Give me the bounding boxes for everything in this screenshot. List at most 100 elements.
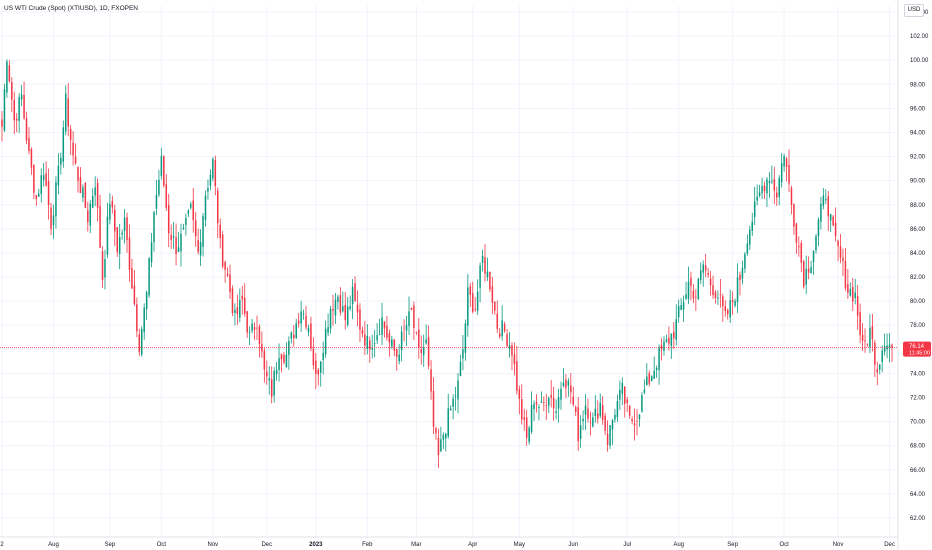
candle-body [89,203,92,226]
candle-body [150,242,153,263]
candle-body [587,408,589,419]
price-tick-label: 74.00 [910,371,926,377]
candle-body [214,159,217,187]
candle-body [197,240,199,252]
candle-body [165,184,168,208]
time-tick-label: 2 [0,542,4,548]
candle-body [535,402,538,405]
price-tick-label: 94.00 [910,130,926,136]
candle-body [1,119,3,127]
candle-body [641,395,643,412]
candle-body [675,319,678,340]
candle-body [55,182,57,217]
candle-body [547,397,550,406]
candle-body [471,293,474,312]
candle-body [79,177,82,194]
candle-body [91,195,94,208]
candle-body [807,268,810,273]
candle-body [614,414,616,420]
candle-body [844,260,847,289]
candle-body [356,304,359,313]
candle-body [207,188,209,192]
candle-body [780,163,783,183]
candle-body [636,420,638,422]
candle-body [391,339,393,347]
candle-body [364,334,366,346]
candle-body [523,417,525,420]
price-tick-label: 88.00 [910,203,926,209]
candle-body [445,433,447,439]
candle-body [719,294,722,296]
candle-body [155,194,158,209]
candle-body [878,364,881,370]
candle-body [815,236,817,251]
candle-body [25,118,28,141]
candle-body [633,423,636,426]
candle-body [33,165,35,193]
candle-body [20,94,23,100]
candle-body [761,185,763,194]
candle-body [717,297,719,299]
candle-body [138,334,141,353]
candle-body [192,200,194,221]
candle-body [758,192,761,196]
candle-body [307,328,310,333]
candle-body [329,309,332,329]
candle-body [204,195,207,220]
candles [1,59,893,468]
candle-body [489,271,491,290]
candle-body [131,268,133,289]
price-tick-label: 68.00 [910,444,926,450]
candle-body [623,386,626,404]
candle-body [226,273,229,276]
candle-body [837,240,839,247]
price-tick-label: 84.00 [910,251,926,257]
candle-body [707,273,709,275]
candle-body [454,395,457,397]
candle-body [111,200,114,208]
candle-body [430,369,432,392]
candle-body [273,371,275,396]
candle-body [491,286,494,303]
candle-body [616,401,619,418]
candle-body [859,312,861,336]
candle-body [704,265,707,271]
candle-body [778,178,780,197]
candle-body [793,204,795,227]
candle-body [403,327,405,329]
candle-body [682,302,685,310]
candle-body [18,97,20,121]
price-axis[interactable]: 104.00102.00100.0098.0096.0094.0092.0090… [910,10,929,522]
candle-body [883,345,886,352]
candle-body [194,220,197,237]
candle-body [190,203,192,208]
candle-body [474,309,476,310]
price-tick-label: 96.00 [910,106,926,112]
candle-body [163,156,165,186]
candle-body [246,311,248,333]
candle-body [773,179,776,191]
candle-body [11,82,13,100]
symbol-title[interactable]: US WTI Crude (Spot) (XTIUSD), 1D, FXOPEN [4,5,138,12]
time-tick-label: Dec [261,542,272,548]
candle-body [574,407,577,412]
candle-body [82,187,84,198]
candle-body [96,183,99,208]
candle-body [212,159,214,179]
time-tick-label: Sep [727,542,738,548]
candle-body [72,142,74,156]
candle-body [312,348,315,366]
candle-body [422,347,425,356]
candle-body [440,439,442,452]
candle-body [771,180,773,182]
candle-body [690,277,692,286]
candle-body [891,344,893,348]
time-axis[interactable]: 2 Aug Sep Oct Nov Dec 2023 Feb Mar Apr May Jun Jul Au… [0,542,895,548]
candle-body [621,382,624,394]
price-tick-label: 92.00 [910,155,926,161]
currency-button[interactable]: USD [904,4,924,17]
candle-body [525,417,528,438]
candle-body [479,265,481,288]
candle-body [136,304,138,332]
